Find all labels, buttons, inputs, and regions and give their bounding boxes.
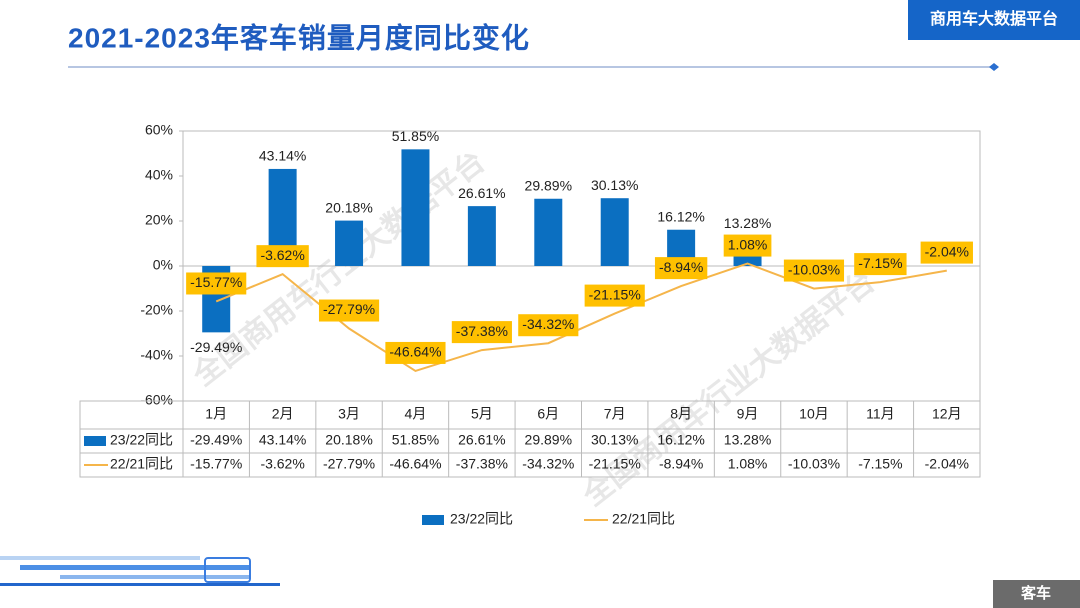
y-tick-label: -20% — [140, 302, 173, 318]
table-cell: -3.62% — [260, 456, 304, 472]
bar — [401, 149, 430, 266]
table-row-label: 22/21同比 — [110, 456, 173, 472]
table-cell: 29.89% — [525, 432, 572, 448]
data-label: 1.08% — [728, 236, 768, 252]
bar — [335, 220, 364, 266]
data-label: -46.64% — [389, 344, 441, 360]
data-label-box — [318, 299, 380, 322]
x-tick-label: 10月 — [799, 406, 829, 422]
data-label: 51.85% — [392, 128, 439, 144]
table-cell: 1.08% — [728, 456, 768, 472]
table-cell: 51.85% — [392, 432, 439, 448]
bar — [600, 198, 629, 266]
x-tick-label: 7月 — [604, 406, 626, 422]
bar — [467, 206, 496, 266]
data-label-box — [186, 272, 247, 295]
x-tick-label: 4月 — [405, 406, 427, 422]
x-tick-label: 5月 — [471, 406, 493, 422]
x-tick-label: 6月 — [537, 406, 559, 422]
x-tick-label: 9月 — [737, 406, 759, 422]
x-tick-label: 2月 — [272, 406, 294, 422]
rule-end — [989, 63, 999, 71]
y-tick-label: 60% — [145, 122, 173, 138]
data-label-box — [654, 257, 708, 280]
data-label: -8.94% — [659, 259, 703, 275]
data-label-box — [518, 314, 579, 337]
y-tick-label: 40% — [145, 167, 173, 183]
table-cell: -15.77% — [190, 456, 242, 472]
table-cell: 20.18% — [325, 432, 372, 448]
table-cell: 26.61% — [458, 432, 505, 448]
legend-label: 22/21同比 — [612, 511, 675, 527]
data-label-box — [854, 253, 907, 276]
table-cell: -8.94% — [659, 456, 703, 472]
data-label: -7.15% — [858, 255, 902, 271]
data-label: 20.18% — [325, 199, 372, 215]
table-cell: -29.49% — [190, 432, 242, 448]
data-label-box — [385, 341, 446, 364]
y-tick-label: 20% — [145, 212, 173, 228]
data-label: -34.32% — [522, 316, 574, 332]
data-label: -2.04% — [925, 243, 969, 259]
truck-decoration — [0, 556, 280, 586]
data-label: 16.12% — [657, 208, 704, 224]
y-tick-label: -40% — [140, 347, 173, 363]
table-row-label: 23/22同比 — [110, 432, 173, 448]
table-cell: -34.32% — [522, 456, 574, 472]
table-cell: -2.04% — [925, 456, 969, 472]
table-cell: -10.03% — [788, 456, 840, 472]
x-tick-label: 3月 — [338, 406, 360, 422]
data-label: 13.28% — [724, 215, 771, 231]
data-label-box — [584, 284, 645, 307]
x-tick-label: 11月 — [866, 406, 895, 422]
table-cell: -21.15% — [589, 456, 641, 472]
data-label-box — [256, 245, 309, 268]
table-cell: 16.12% — [657, 432, 704, 448]
chart: 全国商用车行业大数据平台 全国商用车行业大数据平台-60%-40%-20%0%20… — [79, 122, 981, 527]
table-cell: -46.64% — [389, 456, 441, 472]
data-label: -10.03% — [788, 261, 840, 277]
table-cell: -37.38% — [456, 456, 508, 472]
data-label-box — [451, 321, 512, 344]
slide-title: 2021-2023年客车销量月度同比变化 — [68, 21, 530, 53]
badge-bg — [908, 0, 1080, 40]
data-label: 30.13% — [591, 177, 638, 193]
legend-label: 23/22同比 — [450, 511, 513, 527]
badge: 商用车大数据平台 — [930, 9, 1058, 28]
bar — [534, 198, 563, 266]
data-label-box — [783, 259, 845, 282]
data-label: 29.89% — [525, 177, 572, 193]
table-cell: -7.15% — [858, 456, 902, 472]
data-label: -3.62% — [260, 247, 304, 263]
footer-label: 客车 — [1020, 584, 1051, 602]
data-label: 43.14% — [259, 148, 306, 164]
y-tick-label: -60% — [140, 392, 173, 408]
legend-swatch — [84, 436, 106, 446]
data-label: -37.38% — [456, 323, 508, 339]
x-tick-label: 12月 — [932, 406, 962, 422]
data-label: -27.79% — [323, 301, 375, 317]
data-label: -29.49% — [190, 339, 242, 355]
table-cell: 30.13% — [591, 432, 638, 448]
data-label: -15.77% — [190, 274, 242, 290]
data-label: 26.61% — [458, 185, 505, 201]
data-label-box — [723, 234, 772, 257]
x-tick-label: 1月 — [205, 406, 227, 422]
data-label: -21.15% — [589, 286, 641, 302]
x-tick-label: 8月 — [670, 406, 692, 422]
legend-swatch — [422, 515, 444, 525]
footer-bg — [993, 580, 1080, 608]
table-cell: 43.14% — [259, 432, 306, 448]
data-label-box — [920, 241, 973, 264]
table-cell: -27.79% — [323, 456, 375, 472]
table-cell: 13.28% — [724, 432, 771, 448]
y-tick-label: 0% — [153, 257, 173, 273]
